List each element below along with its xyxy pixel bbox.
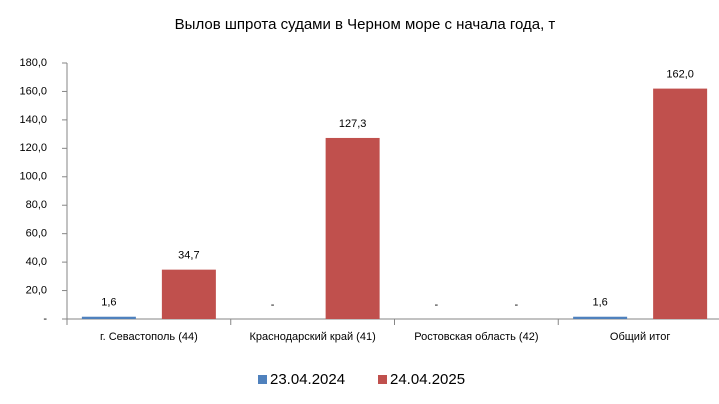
legend-swatch <box>258 375 267 384</box>
x-tick-label: Ростовская область (42) <box>414 331 538 343</box>
x-tick-label: Краснодарский край (41) <box>250 331 376 343</box>
bar <box>653 88 708 319</box>
legend-swatch <box>378 375 387 384</box>
value-label: - <box>435 299 439 311</box>
chart-title: Вылов шпрота судами в Черном море с нача… <box>175 16 556 33</box>
y-tick-label: 80,0 <box>26 199 47 211</box>
y-tick-label: 100,0 <box>19 171 47 183</box>
y-tick-label: 40,0 <box>26 256 47 268</box>
x-tick-label: Общий итог <box>610 331 670 343</box>
x-tick-label: г. Севастополь (44) <box>100 331 198 343</box>
y-tick-label: 160,0 <box>19 85 47 97</box>
bar <box>325 137 380 319</box>
y-tick-label: 120,0 <box>19 142 47 154</box>
y-tick-label: 20,0 <box>26 284 47 296</box>
value-label: - <box>271 299 275 311</box>
value-label: 162,0 <box>666 69 694 81</box>
y-tick-label: 60,0 <box>26 228 47 240</box>
value-label: 1,6 <box>101 297 116 309</box>
value-label: - <box>515 299 519 311</box>
y-tick-label: 180,0 <box>19 57 47 69</box>
value-label: 127,3 <box>339 118 367 130</box>
bar <box>161 269 216 319</box>
bar <box>81 316 136 319</box>
y-tick-label: - <box>43 313 47 325</box>
value-label: 1,6 <box>592 297 607 309</box>
bar <box>573 316 628 319</box>
legend-label: 23.04.2024 <box>270 371 345 388</box>
legend-label: 24.04.2025 <box>390 371 465 388</box>
y-tick-label: 140,0 <box>19 114 47 126</box>
value-label: 34,7 <box>178 250 199 262</box>
